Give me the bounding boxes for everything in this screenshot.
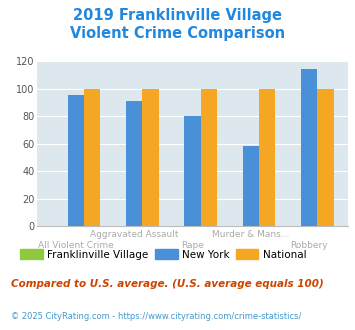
Legend: Franklinville Village, New York, National: Franklinville Village, New York, Nationa… xyxy=(16,245,310,264)
Text: Violent Crime Comparison: Violent Crime Comparison xyxy=(70,26,285,41)
Bar xyxy=(301,69,317,226)
Bar xyxy=(317,88,334,226)
Text: Aggravated Assault: Aggravated Assault xyxy=(90,230,179,239)
Text: Murder & Mans...: Murder & Mans... xyxy=(212,230,290,239)
Text: Robbery: Robbery xyxy=(290,241,328,250)
Text: 2019 Franklinville Village: 2019 Franklinville Village xyxy=(73,8,282,23)
Text: Rape: Rape xyxy=(181,241,204,250)
Text: All Violent Crime: All Violent Crime xyxy=(38,241,114,250)
Bar xyxy=(84,88,100,226)
Bar xyxy=(184,116,201,226)
Text: Compared to U.S. average. (U.S. average equals 100): Compared to U.S. average. (U.S. average … xyxy=(11,279,323,289)
Bar xyxy=(126,101,142,226)
Bar xyxy=(243,146,259,226)
Bar xyxy=(68,95,84,226)
Bar xyxy=(201,88,217,226)
Bar xyxy=(142,88,159,226)
Bar xyxy=(259,88,275,226)
Text: © 2025 CityRating.com - https://www.cityrating.com/crime-statistics/: © 2025 CityRating.com - https://www.city… xyxy=(11,312,301,321)
